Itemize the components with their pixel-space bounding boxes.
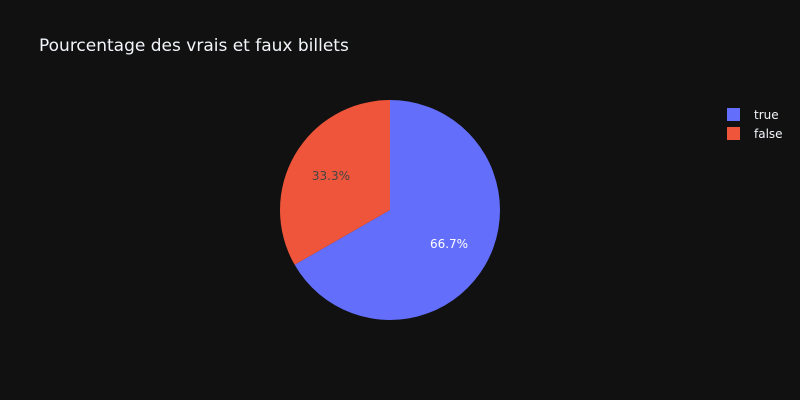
chart-title: Pourcentage des vrais et faux billets bbox=[39, 36, 349, 56]
legend[interactable]: true false bbox=[727, 108, 783, 141]
legend-swatch-true bbox=[727, 108, 740, 121]
pie-slice-true[interactable] bbox=[294, 100, 500, 320]
legend-label-false: false bbox=[754, 127, 783, 141]
legend-swatch-false bbox=[727, 127, 740, 140]
legend-item-false[interactable]: false bbox=[727, 127, 783, 141]
pie-slice-false[interactable] bbox=[279, 100, 390, 265]
slice-label-false: 33.3% bbox=[312, 169, 350, 183]
legend-label-true: true bbox=[754, 108, 779, 122]
pie-slices bbox=[279, 100, 500, 320]
pie-slice-labels: 66.7% 33.3% bbox=[312, 169, 468, 251]
slice-label-true: 66.7% bbox=[430, 237, 468, 251]
legend-item-true[interactable]: true bbox=[727, 108, 779, 122]
